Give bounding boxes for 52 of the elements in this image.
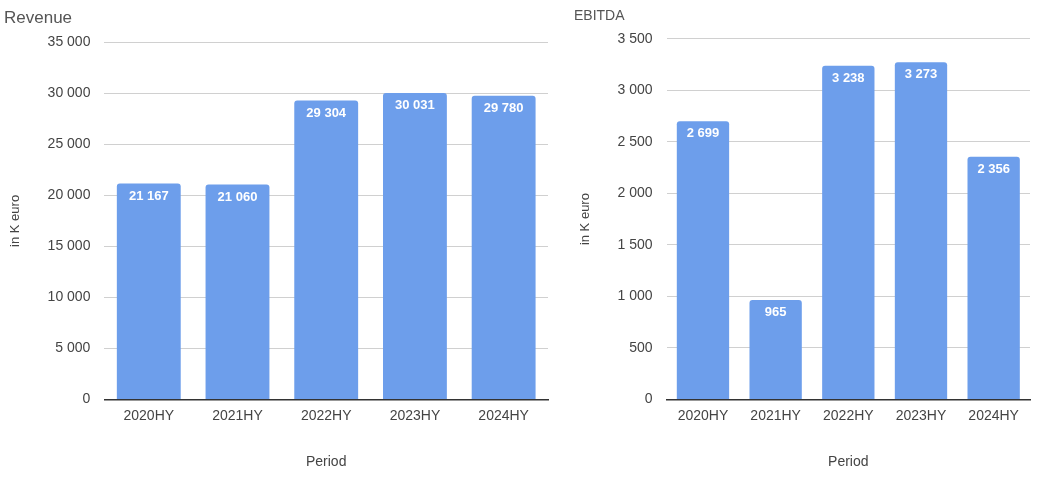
- bar: [822, 65, 875, 399]
- y-tick-label: 3 000: [617, 81, 653, 98]
- chart-title: EBITDA: [574, 7, 626, 24]
- chart-title: Revenue: [4, 7, 73, 27]
- data-label: 965: [764, 304, 787, 320]
- bar: [294, 100, 359, 399]
- bar: [749, 299, 802, 399]
- x-tick-label: 2023HY: [389, 406, 441, 423]
- x-tick-label: 2024HY: [478, 406, 530, 423]
- y-tick-label: 0: [644, 390, 653, 407]
- bar: [382, 93, 447, 399]
- x-tick-label: 2022HY: [823, 406, 875, 423]
- y-tick-label: 25 000: [47, 135, 91, 152]
- y-axis-title: in K euro: [7, 194, 23, 247]
- bar: [967, 156, 1020, 399]
- bar: [205, 184, 270, 399]
- y-tick-label: 35 000: [47, 33, 91, 50]
- x-tick-label: 2023HY: [895, 406, 947, 423]
- x-tick-label: 2021HY: [750, 406, 802, 423]
- x-tick-label: 2020HY: [677, 406, 729, 423]
- x-tick-label: 2022HY: [300, 406, 353, 423]
- y-axis-title: in K euro: [577, 193, 593, 246]
- x-axis-title: Period: [305, 453, 347, 470]
- bar: [116, 183, 181, 399]
- data-label: 3 238: [832, 69, 865, 85]
- bar: [676, 121, 730, 399]
- data-label: 29 304: [306, 104, 347, 120]
- bar: [471, 95, 536, 399]
- y-tick-label: 2 500: [617, 132, 653, 149]
- bar: [894, 62, 948, 399]
- y-tick-label: 3 500: [617, 29, 653, 46]
- y-tick-label: 500: [629, 338, 653, 355]
- x-tick-label: 2021HY: [212, 406, 264, 423]
- y-tick-label: 15 000: [47, 237, 91, 254]
- x-tick-label: 2020HY: [123, 406, 175, 423]
- data-label: 2 356: [977, 160, 1010, 176]
- y-tick-label: 10 000: [47, 288, 91, 305]
- data-label: 29 780: [483, 99, 524, 115]
- data-label: 30 031: [395, 97, 435, 113]
- y-tick-label: 20 000: [47, 186, 91, 203]
- data-label: 3 273: [904, 66, 938, 82]
- y-tick-label: 30 000: [47, 84, 91, 101]
- data-label: 21 060: [217, 188, 258, 204]
- x-tick-label: 2024HY: [968, 406, 1020, 423]
- y-tick-label: 0: [82, 390, 91, 407]
- y-tick-label: 5 000: [55, 339, 91, 356]
- y-tick-label: 2 000: [617, 184, 653, 201]
- data-label: 2 699: [686, 125, 720, 141]
- y-tick-label: 1 500: [617, 235, 653, 252]
- x-axis-title: Period: [828, 453, 869, 470]
- y-tick-label: 1 000: [617, 287, 653, 304]
- data-label: 21 167: [128, 187, 169, 203]
